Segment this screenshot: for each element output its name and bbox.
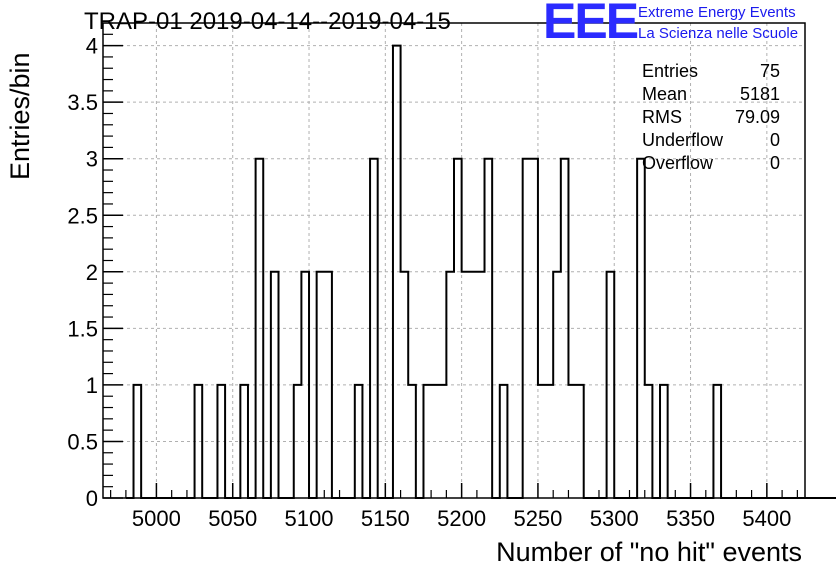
- chart-title: TRAP-01 2019-04-14--2019-04-15: [84, 8, 451, 35]
- stats-label: Mean: [642, 84, 688, 104]
- stats-label: Underflow: [642, 130, 724, 150]
- y-tick-label: 2: [86, 260, 98, 285]
- y-axis-label: Entries/bin: [5, 52, 35, 180]
- stats-value: 0: [769, 153, 780, 173]
- stats-row-overflow: Overflow 0: [642, 152, 780, 175]
- x-tick-label: 5400: [742, 506, 791, 531]
- x-tick-label: 5000: [132, 506, 181, 531]
- axis-tick-labels: 5000 5050 5100 5150 5200 5250 5300 5350 5400 0 0.5…: [67, 34, 791, 531]
- y-tick-label: 0: [86, 486, 98, 511]
- stats-value: 0: [769, 130, 780, 150]
- logo-line-1: Extreme Energy Events: [638, 4, 796, 21]
- stats-row-mean: Mean 5181: [642, 83, 780, 106]
- y-tick-label: 1: [86, 373, 98, 398]
- x-axis-label: Number of "no hit" events: [496, 537, 802, 567]
- stats-row-rms: RMS 79.09: [642, 106, 780, 129]
- stats-row-entries: Entries 75: [642, 60, 780, 83]
- stats-box: Entries 75 Mean 5181 RMS 79.09 Underflow…: [642, 60, 780, 175]
- y-tick-label: 3: [86, 147, 98, 172]
- y-tick-label: 1.5: [67, 316, 98, 341]
- stats-label: Entries: [642, 61, 699, 81]
- x-tick-label: 5050: [208, 506, 257, 531]
- y-tick-label: 4: [86, 34, 98, 59]
- x-tick-label: 5350: [666, 506, 715, 531]
- x-tick-label: 5300: [590, 506, 639, 531]
- stats-row-underflow: Underflow 0: [642, 129, 780, 152]
- x-tick-label: 5250: [513, 506, 562, 531]
- stats-value: 5181: [739, 84, 780, 104]
- plot-frame: [102, 22, 806, 499]
- x-tick-label: 5200: [437, 506, 486, 531]
- y-tick-label: 0.5: [67, 429, 98, 454]
- stats-label: Overflow: [642, 153, 714, 173]
- y-tick-label: 2.5: [67, 203, 98, 228]
- eee-logo: EEE: [543, 0, 639, 49]
- stats-value: 79.09: [734, 107, 780, 127]
- logo-line-2: La Scienza nelle Scuole: [638, 25, 799, 42]
- stats-label: RMS: [642, 107, 682, 127]
- y-tick-label: 3.5: [67, 90, 98, 115]
- stats-value: 75: [759, 61, 780, 81]
- x-tick-label: 5100: [285, 506, 334, 531]
- x-tick-label: 5150: [361, 506, 410, 531]
